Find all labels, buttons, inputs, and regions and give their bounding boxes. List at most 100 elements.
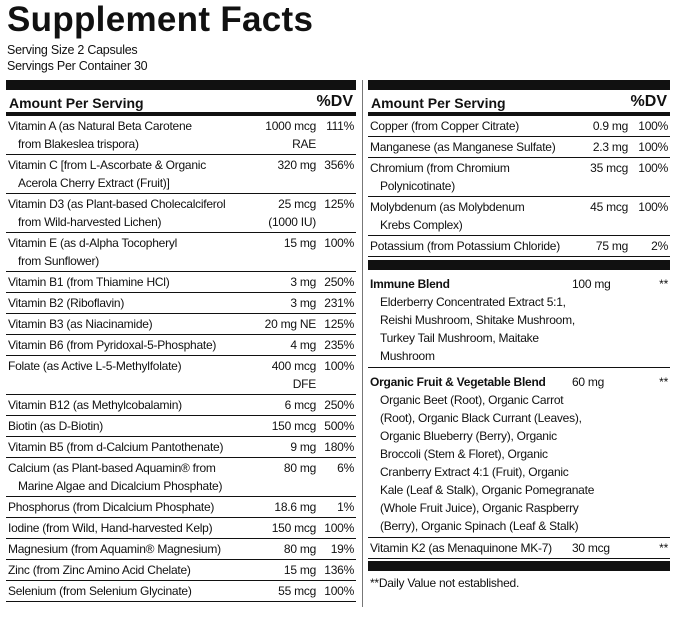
nutrient-row: Zinc (from Zinc Amino Acid Chelate) 15 mg… <box>6 560 356 581</box>
amount-line: 75 mg <box>595 239 628 253</box>
amount: 80 mg <box>250 459 316 495</box>
ingredient-line: Organic Beet (Root), Organic Carrot <box>380 393 564 407</box>
ingredient-line: Mushroom <box>380 349 435 363</box>
servings-per-container: Servings Per Container 30 <box>7 59 148 73</box>
name-line: Potassium (from Potassium Chloride) <box>370 239 560 253</box>
daily-value: 100% <box>324 359 354 373</box>
name-line: Copper (from Copper Citrate) <box>370 119 520 133</box>
nutrient-name: Chromium (from Chromium Polynicotinate) <box>370 159 562 195</box>
thick-bar <box>368 80 670 90</box>
amount-line: 6 mcg <box>284 398 317 412</box>
daily-value: 100% <box>324 521 354 535</box>
daily-value: 6% <box>337 461 354 475</box>
amount-line: 320 mg <box>277 158 316 172</box>
nutrient-row: Copper (from Copper Citrate) 0.9 mg 100% <box>368 116 670 137</box>
amount: 80 mg <box>250 540 316 558</box>
name-line: from Sunflower) <box>18 254 99 268</box>
name-line: Vitamin B6 (from Pyridoxal-5-Phosphate) <box>8 338 217 352</box>
amount: 55 mcg <box>250 582 316 600</box>
column-header: Amount Per Serving %DV <box>6 90 356 116</box>
amount-line: 0.9 mg <box>592 119 628 133</box>
nutrient-row: Magnesium (from Aquamin® Magnesium) 80 mg… <box>6 539 356 560</box>
amount-header: Amount Per Serving <box>371 95 506 111</box>
amount-line: 150 mcg <box>271 521 317 535</box>
blend-header: Organic Fruit & Vegetable Blend 60 mg ** <box>370 373 668 391</box>
nutrient-name: Copper (from Copper Citrate) <box>370 117 562 135</box>
amount-line: 18.6 mg <box>274 500 316 514</box>
column-divider <box>362 80 363 607</box>
nutrient-row: Vitamin B1 (from Thiamine HCl) 3 mg 250% <box>6 272 356 293</box>
nutrient-row: Vitamin B3 (as Niacinamide) 20 mg NE 125% <box>6 314 356 335</box>
ingredient-line: Turkey Tail Mushroom, Maitake <box>380 331 539 345</box>
amount: 15 mg <box>250 561 316 579</box>
daily-value: 250% <box>324 275 354 289</box>
amount-line: 20 mg NE <box>264 317 317 331</box>
nutrient-name: Vitamin B2 (Riboflavin) <box>8 294 250 312</box>
amount: 4 mg <box>250 336 316 354</box>
amount-line: 25 mcg <box>278 197 316 211</box>
blend-name: Immune Blend <box>370 277 450 291</box>
amount: 150 mcg <box>250 417 317 435</box>
amount-line: 80 mg <box>283 542 316 556</box>
amount-line: 15 mg <box>283 563 316 577</box>
nutrient-row: Vitamin B5 (from d-Calcium Pantothenate)… <box>6 437 356 458</box>
blend-dv: ** <box>659 375 668 389</box>
name-line: Vitamin C [from L-Ascorbate & Organic <box>8 158 206 172</box>
nutrient-name: Calcium (as Plant-based Aquamin® from Mar… <box>8 459 250 495</box>
nutrient-row: Vitamin B2 (Riboflavin) 3 mg 231% <box>6 293 356 314</box>
blend-amount: 100 mg <box>572 277 611 291</box>
amount: 18.6 mg <box>250 498 316 516</box>
serving-size: Serving Size 2 Capsules <box>7 43 138 57</box>
name-line: Vitamin B5 (from d-Calcium Pantothenate) <box>8 440 224 454</box>
amount: 45 mcg <box>562 198 628 234</box>
daily-value: ** <box>659 541 668 555</box>
daily-value: 500% <box>324 419 354 433</box>
amount: 6 mcg <box>250 396 317 414</box>
nutrient-row: Vitamin B6 (from Pyridoxal-5-Phosphate) 4… <box>6 335 356 356</box>
blend: Immune Blend 100 mg ** Elderberry Concentra… <box>368 270 670 368</box>
nutrient-row: Selenium (from Selenium Glycinate) 55 mcg… <box>6 581 356 602</box>
left-column: Amount Per Serving %DV Vitamin A (as Natur… <box>6 80 356 602</box>
amount-line: RAE <box>292 137 316 151</box>
nutrient-row: Vitamin C [from L-Ascorbate & Organic Ace… <box>6 155 356 194</box>
amount-line: 80 mg <box>283 461 316 475</box>
amount-line: 15 mg <box>283 236 316 250</box>
daily-value: 250% <box>324 398 354 412</box>
name-line: Molybdenum (as Molybdenum <box>370 200 525 214</box>
amount: 400 mcg DFE <box>250 357 317 393</box>
amount: 1000 mcg RAE <box>250 117 316 153</box>
amount-line: 1000 mcg <box>265 119 316 133</box>
nutrient-name: Manganese (as Manganese Sulfate) <box>370 138 562 156</box>
nutrient-name: Potassium (from Potassium Chloride) <box>370 237 562 255</box>
amount-line: 150 mcg <box>271 419 317 433</box>
ingredient-line: (Root), Organic Black Currant (Leaves), <box>380 411 582 425</box>
name-line: Vitamin B3 (as Niacinamide) <box>8 317 153 331</box>
nutrient-row: Vitamin A (as Natural Beta Carotene from … <box>6 116 356 155</box>
amount: 3 mg <box>250 273 316 291</box>
amount: 2.3 mg <box>562 138 628 156</box>
nutrient-name: Vitamin B1 (from Thiamine HCl) <box>8 273 250 291</box>
daily-value: 125% <box>324 197 354 211</box>
daily-value: 1% <box>337 500 354 514</box>
amount-line: DFE <box>292 377 317 391</box>
daily-value: 100% <box>324 584 354 598</box>
amount: 75 mg <box>562 237 628 255</box>
nutrient-row: Potassium (from Potassium Chloride) 75 mg… <box>368 236 670 257</box>
name-line: Vitamin D3 (as Plant-based Cholecalcifer… <box>8 197 226 211</box>
nutrient-name: Molybdenum (as Molybdenum Krebs Complex) <box>370 198 562 234</box>
name-line: Selenium (from Selenium Glycinate) <box>8 584 192 598</box>
blend-header: Immune Blend 100 mg ** <box>370 275 668 293</box>
daily-value: 2% <box>651 239 668 253</box>
blend-dv: ** <box>659 277 668 291</box>
ingredient-line: Broccoli (Stem & Floret), Organic <box>380 447 548 461</box>
blend-name: Organic Fruit & Vegetable Blend <box>370 375 546 389</box>
daily-value: 100% <box>638 119 668 133</box>
amount-line: 4 mg <box>290 338 316 352</box>
title: Supplement Facts <box>7 0 314 39</box>
amount: 25 mcg (1000 IU) <box>250 195 316 231</box>
nutrient-row: Iodine (from Wild, Hand-harvested Kelp) 1… <box>6 518 356 539</box>
dv-header: %DV <box>630 93 667 110</box>
daily-value: 111% <box>326 119 354 133</box>
amount: 9 mg <box>250 438 316 456</box>
nutrient-name: Phosphorus (from Dicalcium Phosphate) <box>8 498 250 516</box>
